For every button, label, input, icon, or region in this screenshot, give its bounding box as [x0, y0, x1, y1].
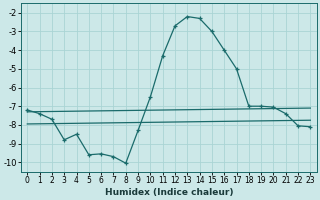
X-axis label: Humidex (Indice chaleur): Humidex (Indice chaleur) — [105, 188, 233, 197]
